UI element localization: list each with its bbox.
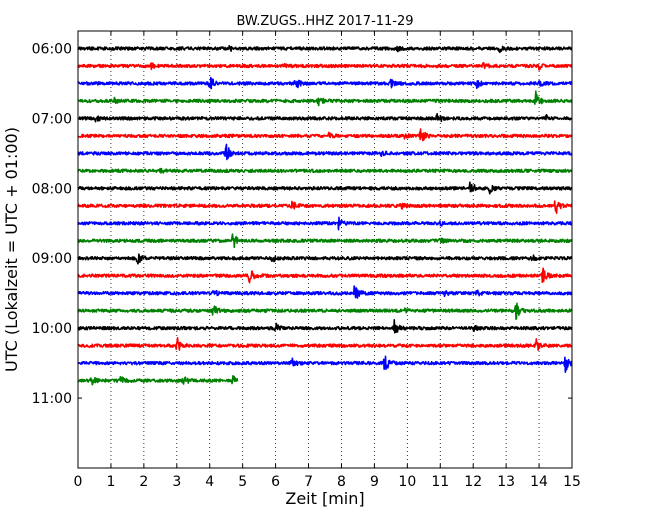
trace-line — [77, 181, 573, 195]
x-axis-label: Zeit [min] — [285, 489, 364, 508]
trace-line — [77, 355, 573, 373]
trace-line — [77, 375, 239, 386]
y-tick-label: 06:00 — [32, 41, 72, 57]
y-tick-label: 07:00 — [32, 111, 72, 127]
trace-line — [77, 233, 573, 249]
trace-line — [77, 302, 573, 321]
x-tick-label: 8 — [337, 474, 346, 490]
y-tick-label: 09:00 — [32, 251, 72, 267]
y-tick-label: 08:00 — [32, 181, 72, 197]
x-tick-label: 4 — [205, 474, 214, 490]
y-axis-label: UTC (Lokalzeit = UTC + 01:00) — [2, 127, 21, 372]
tick-layer: 0 1 2 3 4 5 6 7 8 9 10 11 12 13 14 1506:0007:0008:0009:… — [32, 31, 581, 490]
x-tick-label: 13 — [497, 474, 515, 490]
x-tick-label: 9 — [370, 474, 379, 490]
trace-line — [77, 61, 573, 71]
trace-line — [77, 128, 573, 142]
x-tick-label: 7 — [304, 474, 313, 490]
plot-frame — [77, 30, 573, 469]
trace-line — [77, 267, 573, 284]
trace-line — [77, 76, 573, 90]
y-tick-label: 10:00 — [32, 321, 72, 337]
trace-line — [77, 336, 573, 352]
x-tick-label: 0 — [74, 474, 83, 490]
x-tick-label: 12 — [464, 474, 482, 490]
trace-layer — [77, 44, 573, 386]
x-tick-label: 2 — [139, 474, 148, 490]
x-tick-label: 10 — [398, 474, 416, 490]
x-tick-label: 14 — [530, 474, 548, 490]
y-tick-label: 11:00 — [32, 391, 72, 407]
trace-line — [77, 90, 573, 107]
trace-line — [77, 200, 573, 215]
x-tick-label: 11 — [431, 474, 449, 490]
trace-line — [77, 44, 573, 54]
trace-line — [77, 253, 573, 265]
trace-line — [77, 143, 573, 161]
x-tick-label: 3 — [172, 474, 181, 490]
chart-title: BW.ZUGS..HHZ 2017-11-29 — [236, 14, 413, 29]
x-tick-label: 6 — [271, 474, 280, 490]
grid-lines — [110, 31, 540, 468]
x-tick-label: 1 — [106, 474, 115, 490]
trace-line — [77, 285, 573, 299]
x-tick-label: 15 — [563, 474, 581, 490]
trace-line — [77, 216, 573, 231]
trace-line — [77, 112, 573, 123]
x-tick-label: 5 — [238, 474, 247, 490]
trace-line — [77, 167, 573, 174]
trace-line — [77, 319, 573, 334]
